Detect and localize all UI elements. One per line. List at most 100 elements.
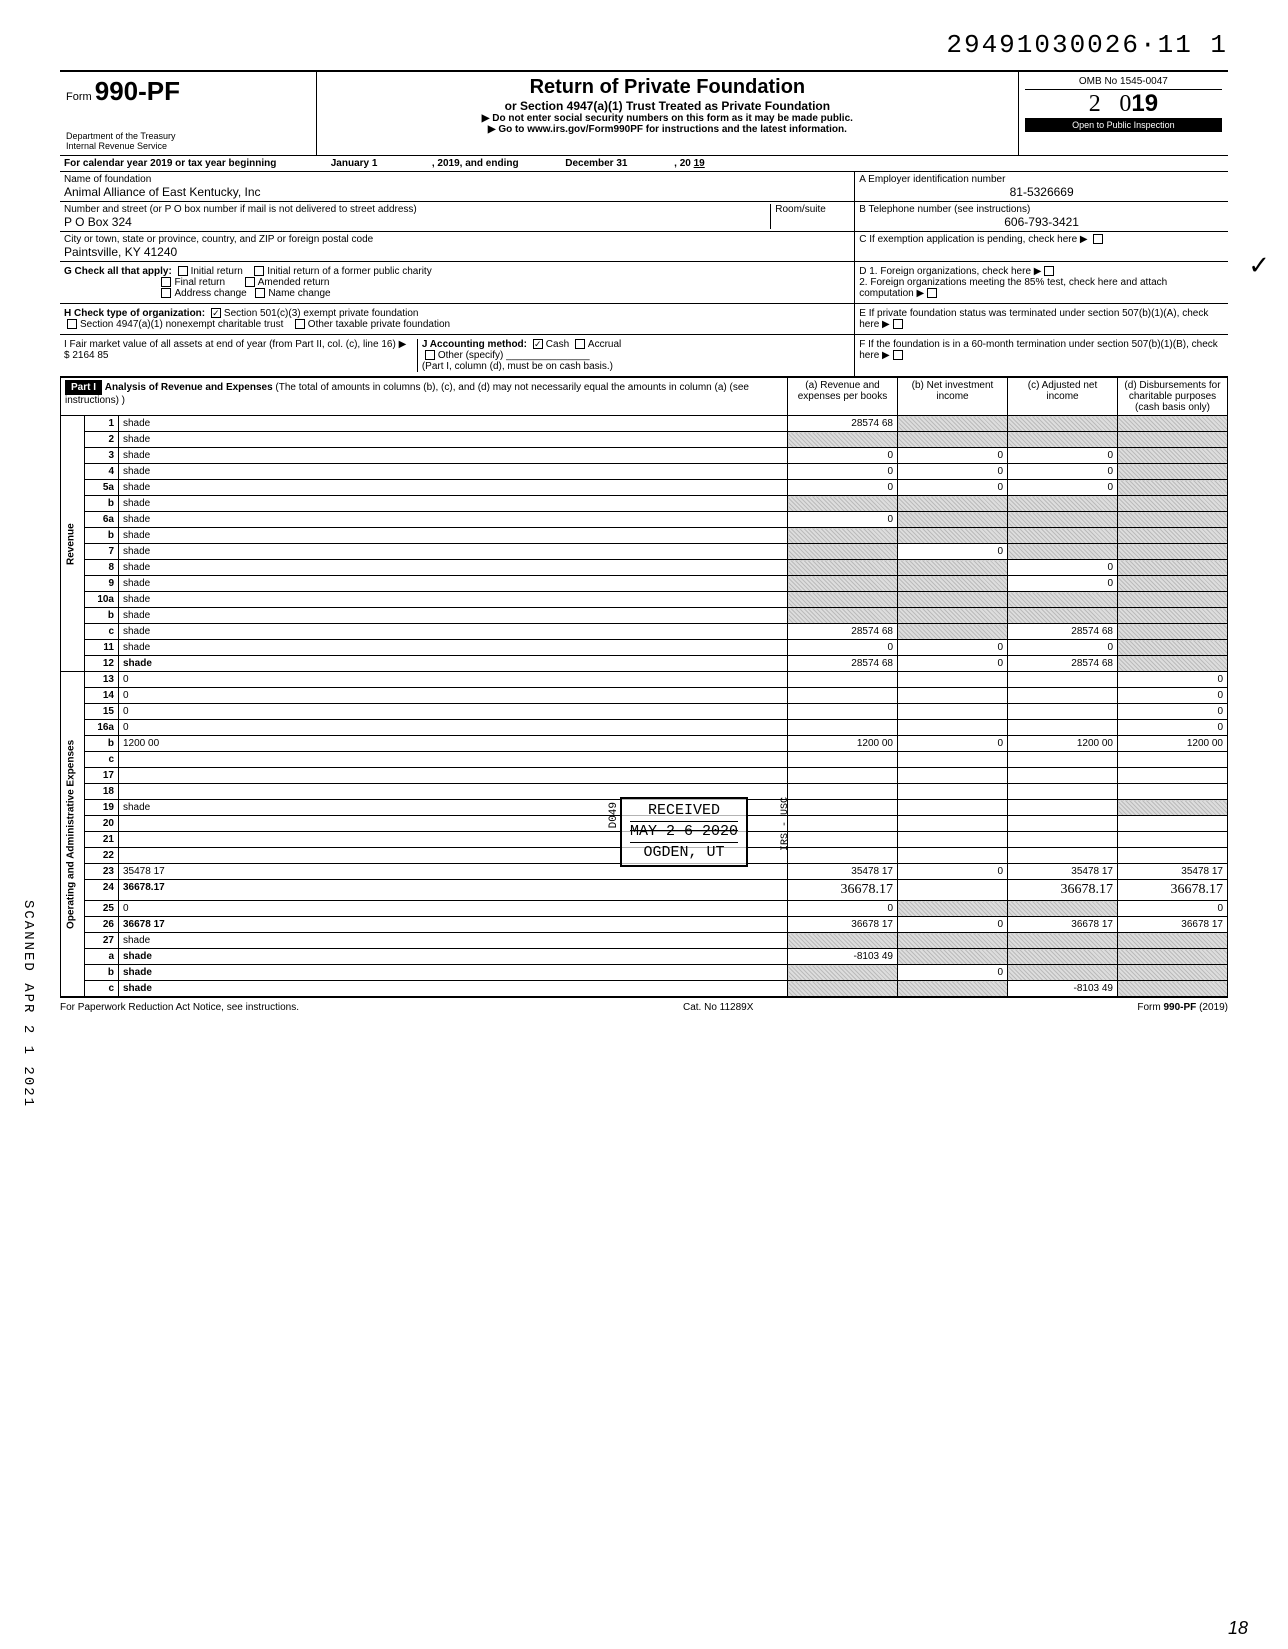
line-number: 19	[85, 800, 119, 816]
line-description: shade	[119, 624, 788, 640]
cell-d	[1118, 832, 1228, 848]
cell-a	[788, 933, 898, 949]
addr-label: Number and street (or P O box number if …	[64, 204, 770, 215]
d1-checkbox[interactable]	[1044, 266, 1054, 276]
box-d1: D 1. Foreign organizations, check here	[859, 266, 1031, 277]
cell-b: 0	[898, 640, 1008, 656]
cell-a: 0	[788, 640, 898, 656]
g-final-checkbox[interactable]	[161, 277, 171, 287]
line-number: a	[85, 949, 119, 965]
cell-d	[1118, 816, 1228, 832]
line-number: c	[85, 981, 119, 997]
f-checkbox[interactable]	[893, 350, 903, 360]
cell-d	[1118, 416, 1228, 432]
line-description: shade	[119, 608, 788, 624]
cell-c: 0	[1008, 464, 1118, 480]
cell-a	[788, 784, 898, 800]
cell-b	[898, 432, 1008, 448]
g-initial-checkbox[interactable]	[178, 266, 188, 276]
cell-c	[1008, 752, 1118, 768]
g-name-checkbox[interactable]	[255, 288, 265, 298]
cell-b	[898, 752, 1008, 768]
line-number: 14	[85, 688, 119, 704]
line-description: 36678.17	[119, 880, 788, 901]
cell-a	[788, 592, 898, 608]
footer-left: For Paperwork Reduction Act Notice, see …	[60, 1002, 299, 1013]
line-number: 25	[85, 901, 119, 917]
h-4947-checkbox[interactable]	[67, 319, 77, 329]
j-other-checkbox[interactable]	[425, 350, 435, 360]
cell-d	[1118, 981, 1228, 997]
g-amended-checkbox[interactable]	[245, 277, 255, 287]
box-c-checkbox[interactable]	[1093, 234, 1103, 244]
form-instr2: ▶ Go to www.irs.gov/Form990PF for instru…	[323, 124, 1012, 135]
form-prefix: Form	[66, 91, 92, 103]
j-cash-checkbox[interactable]: ✓	[533, 339, 543, 349]
line-number: 21	[85, 832, 119, 848]
cell-b	[898, 784, 1008, 800]
cell-b: 0	[898, 864, 1008, 880]
cell-c	[1008, 949, 1118, 965]
g-initial-former-checkbox[interactable]	[254, 266, 264, 276]
form-instr1: ▶ Do not enter social security numbers o…	[323, 113, 1012, 124]
cell-d: 0	[1118, 688, 1228, 704]
cell-a	[788, 981, 898, 997]
name-label: Name of foundation	[64, 174, 850, 185]
cell-d: 36678.17	[1118, 880, 1228, 901]
line-number: 13	[85, 672, 119, 688]
footer-right: Form 990-PF (2019)	[1137, 1002, 1228, 1013]
i-value: 2164 85	[72, 350, 108, 361]
foundation-city: Paintsville, KY 41240	[64, 245, 850, 259]
cell-a	[788, 544, 898, 560]
cell-a: 0	[788, 448, 898, 464]
cell-c	[1008, 416, 1118, 432]
cell-d	[1118, 448, 1228, 464]
line-number: b	[85, 528, 119, 544]
line-description: shade	[119, 496, 788, 512]
e-checkbox[interactable]	[893, 319, 903, 329]
h-label: H Check type of organization:	[64, 308, 205, 319]
j-accrual-checkbox[interactable]	[575, 339, 585, 349]
line-description: shade	[119, 544, 788, 560]
line-number: 6a	[85, 512, 119, 528]
expenses-side-label: Operating and Administrative Expenses	[61, 672, 85, 997]
cell-a	[788, 768, 898, 784]
line-description: shade	[119, 656, 788, 672]
stamp-side-d049: D049	[608, 802, 620, 828]
line-description: shade	[119, 432, 788, 448]
d2-checkbox[interactable]	[927, 288, 937, 298]
col-c-header: (c) Adjusted net income	[1008, 378, 1118, 416]
cell-a	[788, 560, 898, 576]
cell-d: 36678 17	[1118, 917, 1228, 933]
line-number: 7	[85, 544, 119, 560]
g-address-checkbox[interactable]	[161, 288, 171, 298]
cell-c	[1008, 672, 1118, 688]
line-number: 9	[85, 576, 119, 592]
cell-d	[1118, 544, 1228, 560]
h-501c3-checkbox[interactable]: ✓	[211, 308, 221, 318]
cell-c	[1008, 704, 1118, 720]
cell-a: 1200 00	[788, 736, 898, 752]
cell-c	[1008, 933, 1118, 949]
tax-year: 2⃝0201919	[1025, 90, 1222, 118]
foundation-name: Animal Alliance of East Kentucky, Inc	[64, 185, 850, 199]
page-number: 18	[1228, 1618, 1248, 1639]
box-d2: 2. Foreign organizations meeting the 85%…	[859, 277, 1167, 299]
line-description: 0	[119, 720, 788, 736]
line-description	[119, 752, 788, 768]
cell-d: 0	[1118, 704, 1228, 720]
entity-block: Name of foundation Animal Alliance of Ea…	[60, 172, 1228, 262]
cell-d: 0	[1118, 901, 1228, 917]
h-other-checkbox[interactable]	[295, 319, 305, 329]
cell-c: 0	[1008, 448, 1118, 464]
line-description: shade	[119, 965, 788, 981]
cell-b: 0	[898, 544, 1008, 560]
cell-b: 0	[898, 480, 1008, 496]
cell-d	[1118, 464, 1228, 480]
form-title: Return of Private Foundation	[323, 76, 1012, 99]
cell-c	[1008, 720, 1118, 736]
calendar-year-row: For calendar year 2019 or tax year begin…	[60, 156, 1228, 172]
cell-a: 0	[788, 901, 898, 917]
line-description: shade	[119, 464, 788, 480]
cell-b	[898, 528, 1008, 544]
